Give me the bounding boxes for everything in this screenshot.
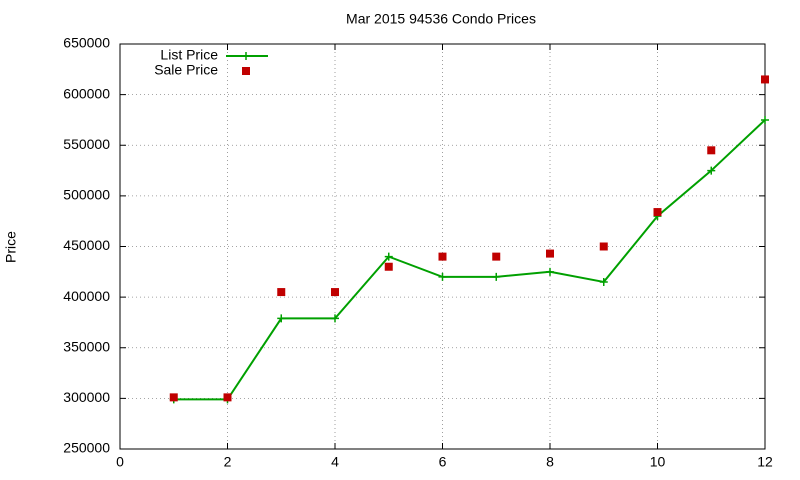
y-tick-label: 600000 <box>63 85 110 101</box>
y-tick-label: 500000 <box>63 187 110 203</box>
x-tick-label: 4 <box>331 454 339 470</box>
y-tick-label: 300000 <box>63 389 110 405</box>
point <box>546 249 554 258</box>
point <box>331 314 339 323</box>
point <box>438 252 447 261</box>
point <box>492 272 501 281</box>
point <box>546 267 554 276</box>
point <box>653 208 662 217</box>
point <box>384 252 393 261</box>
point <box>438 272 447 281</box>
point <box>331 288 339 297</box>
x-tick-label: 2 <box>224 454 232 470</box>
point <box>384 262 393 271</box>
x-tick-label: 8 <box>546 454 554 470</box>
point <box>242 67 250 75</box>
legend-label: List Price <box>160 47 218 63</box>
legend-label: Sale Price <box>154 62 218 78</box>
point <box>707 146 716 155</box>
y-tick-label: 400000 <box>63 288 110 304</box>
line <box>173 119 766 401</box>
point <box>707 166 716 175</box>
point <box>277 288 286 297</box>
plot-frame <box>119 43 766 450</box>
y-axis-label: Price <box>3 231 19 263</box>
y-tick-label: 450000 <box>63 237 110 253</box>
y-tick-label: 250000 <box>63 440 110 456</box>
x-tick-label: 12 <box>757 454 773 470</box>
point <box>761 75 769 84</box>
chart-title: Mar 2015 94536 Condo Prices <box>346 11 536 27</box>
point <box>169 393 178 402</box>
point <box>599 242 608 251</box>
point <box>242 52 250 60</box>
point <box>599 277 608 286</box>
x-tick-label: 10 <box>650 454 666 470</box>
x-tick-label: 6 <box>439 454 447 470</box>
point <box>492 252 501 261</box>
point <box>277 314 286 323</box>
y-tick-label: 650000 <box>63 35 110 51</box>
y-tick-label: 350000 <box>63 338 110 354</box>
point <box>761 115 769 124</box>
point <box>223 393 232 402</box>
y-tick-label: 550000 <box>63 136 110 152</box>
x-tick-label: 0 <box>116 454 124 470</box>
